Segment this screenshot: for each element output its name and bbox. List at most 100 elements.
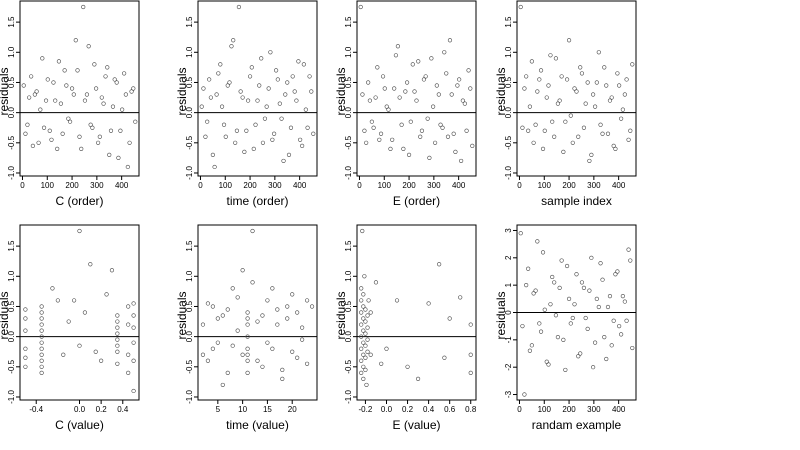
data-point [215,340,220,345]
y-axis-title: residuals [494,291,508,339]
data-point [359,322,364,327]
data-point [205,358,211,363]
data-point [404,80,410,85]
data-point [425,116,430,121]
data-point [365,337,370,342]
y-tick-label: 1.5 [185,240,194,252]
data-point [229,44,234,49]
data-point [412,89,417,94]
data-point [366,80,371,85]
y-tick-label: -1 [504,336,513,344]
data-point [592,104,598,109]
data-point [522,86,527,91]
y-tick-label: 0.5 [344,76,353,88]
data-point [23,316,28,321]
data-point [363,343,368,348]
data-point [303,107,308,112]
y-tick-label: -0.5 [344,359,353,373]
data-point [55,146,60,151]
data-point [82,310,88,315]
data-point [445,134,451,139]
plot-frame [19,224,140,401]
data-point [240,95,245,100]
x-tick-label: 0.4 [117,405,129,414]
data-point [283,92,288,97]
data-point [574,272,579,277]
data-point [630,345,635,351]
data-point [88,122,93,127]
data-point [464,128,469,133]
y-tick-label: -0.5 [7,135,16,149]
y-tick-label: 0.5 [344,300,353,312]
data-point [285,316,290,321]
y-tick-label: -1.0 [7,166,16,180]
data-point [552,280,557,285]
data-point [359,358,364,363]
data-point [617,83,622,88]
data-point [564,263,570,269]
x-tick-label: 400 [452,181,466,190]
data-point [39,358,44,363]
panel-2: 0 100 200 300 400 -1.0 -0.5 0.0 0.5 1.0 1.5 time (o… [175,0,318,208]
data-point [361,340,366,345]
data-point [201,86,206,91]
data-point [561,337,566,342]
y-tick-label: -0.5 [344,135,353,149]
y-tick-label: 0.0 [7,107,16,119]
data-point [118,128,123,133]
data-point [591,365,596,370]
data-point [537,77,542,82]
data-point [415,376,421,381]
data-point [386,107,391,112]
x-tick-label: 300 [427,181,441,190]
data-point [392,86,397,91]
data-point [58,101,64,106]
data-point [77,134,82,139]
data-point [363,307,368,312]
data-point [418,134,423,139]
data-point [563,367,568,373]
data-point [361,304,366,309]
data-point [275,307,280,312]
data-point [23,355,28,360]
data-point [39,328,44,333]
data-point [21,83,26,88]
data-point [253,122,258,127]
data-point [531,291,536,296]
x-axis-title: C (value) [55,418,104,432]
data-point [626,247,631,252]
data-point [23,307,28,312]
data-point [365,325,370,330]
data-point [596,50,601,55]
y-axis-title: residuals [334,291,348,339]
data-point [245,98,251,103]
data-point [572,302,577,307]
data-point [131,301,136,306]
data-point [367,98,372,103]
data-point [294,98,299,103]
data-point [604,83,609,88]
data-point [619,116,624,121]
data-point [459,158,464,164]
data-point [39,316,44,321]
data-point [126,304,131,309]
y-tick-label: 0.5 [504,76,513,88]
data-point [45,77,50,82]
data-point [77,228,82,234]
data-point [220,313,225,318]
data-point [553,56,559,61]
data-point [436,92,441,97]
x-tick-label: 0.0 [74,405,86,414]
data-point [133,119,138,124]
data-point [79,146,84,151]
y-tick-label: 1.5 [504,16,513,28]
data-point [126,352,131,357]
data-point [51,80,56,85]
data-point [304,298,310,303]
data-point [379,361,384,366]
data-point [421,77,427,82]
data-point [431,104,436,109]
x-tick-label: 0.4 [423,405,435,414]
data-point [563,119,568,124]
